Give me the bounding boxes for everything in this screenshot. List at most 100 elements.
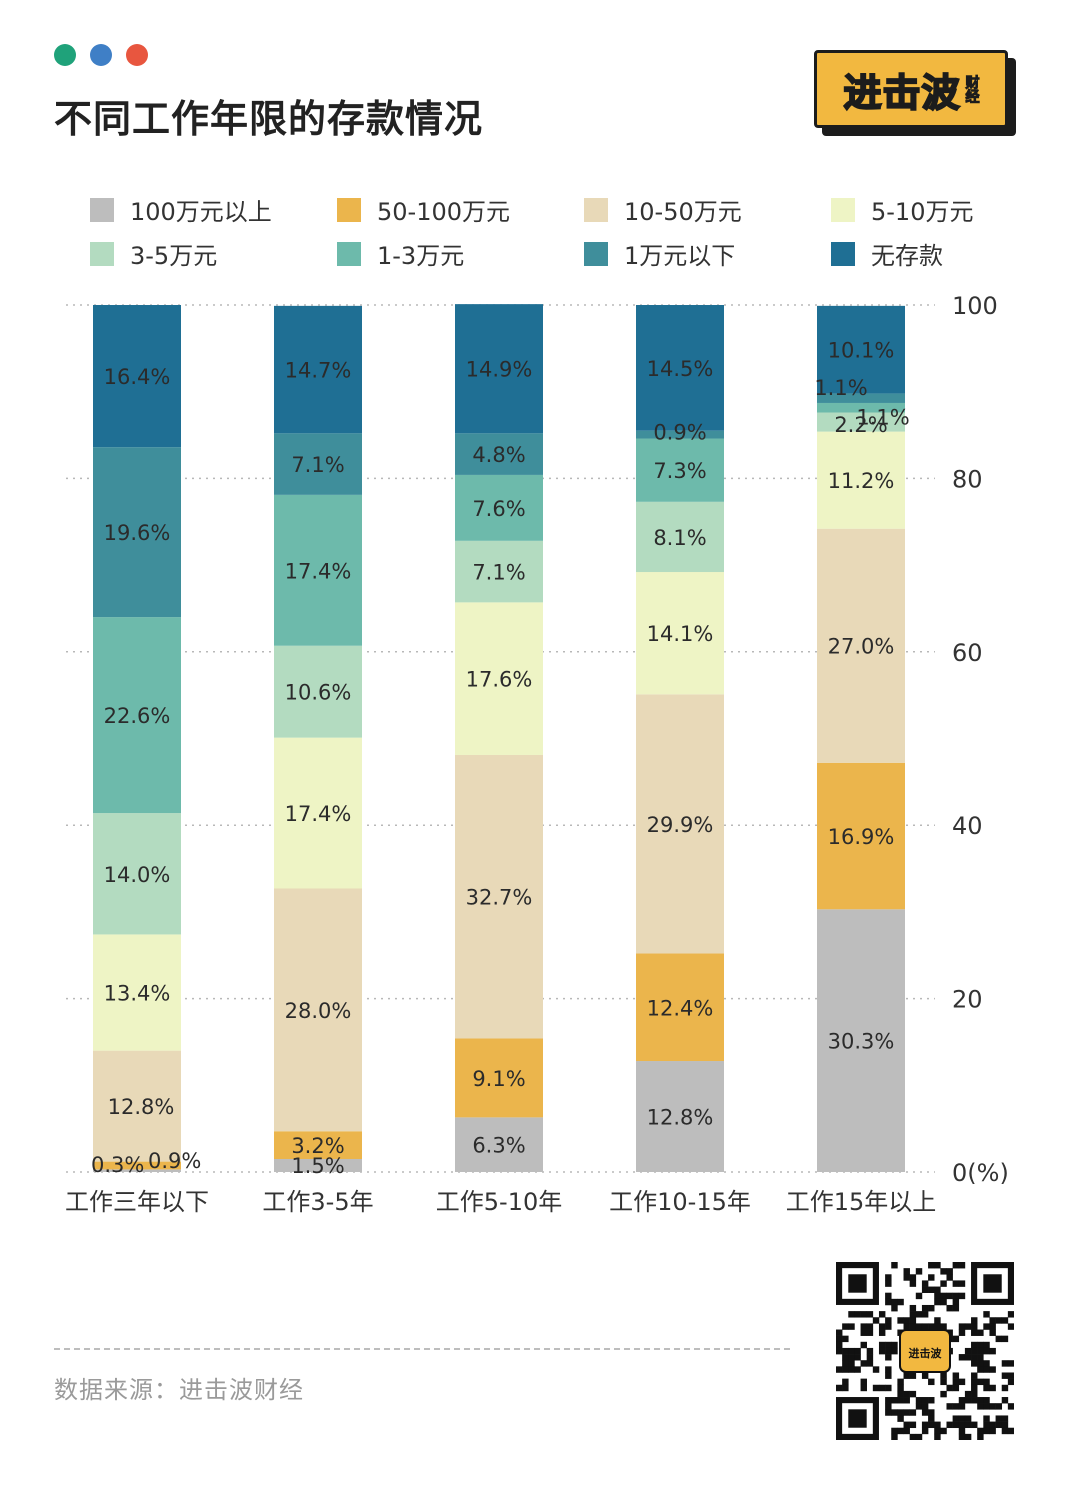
y-tick-label: 80	[952, 465, 983, 493]
data-label: 32.7%	[466, 886, 533, 910]
data-label: 0.9%	[653, 421, 706, 445]
bar-segment	[817, 393, 905, 403]
data-label: 4.8%	[472, 443, 525, 467]
data-label: 29.9%	[647, 813, 714, 837]
divider	[54, 1348, 790, 1350]
legend-item: 100万元以上	[90, 192, 272, 227]
data-label: 10.6%	[285, 681, 352, 705]
legend-label: 3-5万元	[130, 242, 218, 270]
bar-segment	[817, 412, 905, 432]
data-label: 1.1%	[814, 376, 867, 400]
logo-main-text: 进击波	[842, 70, 961, 116]
bar-segment	[93, 813, 181, 935]
legend-swatch	[90, 197, 114, 222]
data-label: 2.2%	[834, 413, 887, 437]
data-label: 28.0%	[285, 999, 352, 1023]
legend-item: 无存款	[831, 236, 943, 271]
legend-item: 50-100万元	[337, 192, 510, 227]
bar-segment	[93, 1169, 181, 1172]
bar-segment	[93, 447, 181, 618]
data-label: 12.8%	[108, 1095, 175, 1119]
page-title: 不同工作年限的存款情况	[54, 97, 484, 141]
y-tick-label: 60	[952, 639, 983, 667]
bar-segment	[455, 754, 543, 1039]
brand-logo: 进击波 财经	[814, 50, 1016, 136]
bar-group: 6.3% 9.1% 32.7% 17.6% 7.1% 7.6% 4.8% 14.9%	[455, 304, 543, 1172]
bar-segment	[455, 1117, 543, 1172]
y-tick-label: 100	[952, 292, 998, 320]
bar-segment	[274, 888, 362, 1132]
qr-code-icon: 进击波	[836, 1262, 1014, 1440]
legend-swatch	[584, 241, 608, 266]
legend-label: 1万元以下	[624, 242, 736, 270]
legend-item: 5-10万元	[831, 192, 973, 227]
data-label: 14.1%	[647, 622, 714, 646]
bar-segment	[455, 433, 543, 475]
data-label: 12.8%	[647, 1106, 714, 1130]
red-dot	[126, 44, 148, 66]
x-tick-label: 工作3-5年	[262, 1188, 373, 1216]
bar-segment	[93, 617, 181, 814]
legend-label: 100万元以上	[130, 198, 272, 226]
x-tick-label: 工作10-15年	[609, 1188, 751, 1216]
legend-label: 10-50万元	[624, 198, 742, 226]
bar-segment	[636, 1061, 724, 1172]
blue-dot	[90, 44, 112, 66]
bar-group: 0.3% 0.9% 12.8% 13.4% 14.0% 22.6% 19.6% 16.4%	[91, 305, 201, 1177]
data-label: 14.0%	[104, 863, 171, 887]
bar-segment	[817, 909, 905, 1172]
data-label: 27.0%	[828, 635, 895, 659]
legend-swatch	[831, 241, 855, 266]
bar-segment	[93, 305, 181, 448]
bar-segment	[93, 934, 181, 1051]
bar-segment	[93, 1050, 181, 1162]
data-label: 3.2%	[291, 1134, 344, 1158]
data-label: 17.6%	[466, 668, 533, 692]
data-label: 14.5%	[647, 357, 714, 381]
bar-segment	[274, 737, 362, 889]
legend-item: 1-3万元	[337, 236, 464, 271]
bar-segment	[455, 602, 543, 755]
bar-segment	[636, 501, 724, 573]
bar-segment	[817, 762, 905, 910]
bar-segment	[817, 305, 905, 394]
legend-label: 5-10万元	[871, 198, 974, 226]
data-label: 12.4%	[647, 996, 714, 1020]
bar-segment	[455, 1038, 543, 1118]
legend-swatch	[337, 197, 361, 222]
data-label: 22.6%	[104, 704, 171, 728]
qr-badge-text: 进击波	[909, 1346, 943, 1360]
data-label: 16.9%	[828, 825, 895, 849]
bar-segment	[93, 1161, 181, 1170]
bar-segment	[274, 494, 362, 646]
logo-sub-text: 财经	[963, 75, 980, 104]
data-label: 7.1%	[472, 561, 525, 585]
legend-swatch	[337, 241, 361, 266]
data-label: 30.3%	[828, 1030, 895, 1054]
data-label: 17.4%	[285, 802, 352, 826]
legend-item: 3-5万元	[90, 236, 217, 271]
y-tick-label: 40	[952, 812, 983, 840]
x-tick-label: 工作15年以上	[786, 1188, 937, 1216]
legend-label: 无存款	[871, 242, 943, 270]
y-tick-label: 0(%)	[952, 1159, 1009, 1187]
bar-segment	[817, 431, 905, 529]
legend-swatch	[90, 241, 114, 266]
data-label: 6.3%	[472, 1134, 525, 1158]
data-label: 0.9%	[148, 1149, 201, 1173]
bar-segment	[636, 953, 724, 1062]
green-dot	[54, 44, 76, 66]
data-label: 7.6%	[472, 497, 525, 521]
bar-segment	[274, 1131, 362, 1159]
chart-legend: 100万元以上 50-100万元 10-50万元 5-10万元 3-5万元 1-3万元 1万…	[90, 190, 1050, 280]
data-label: 0.3%	[91, 1153, 144, 1177]
bar-group: 1.5%3.2% 28.0% 17.4% 10.6% 17.4% 7.1% 14.7%	[274, 305, 362, 1178]
legend-label: 50-100万元	[377, 198, 511, 226]
data-label: 14.9%	[466, 358, 533, 382]
bar-group: 30.3%16.9%27.0%11.2%2.2%1.1%1.1%10.1%	[814, 305, 910, 1172]
bar-segment	[817, 402, 905, 413]
legend-swatch	[831, 197, 855, 222]
bar-segment	[274, 433, 362, 495]
bar-segment	[636, 305, 724, 431]
